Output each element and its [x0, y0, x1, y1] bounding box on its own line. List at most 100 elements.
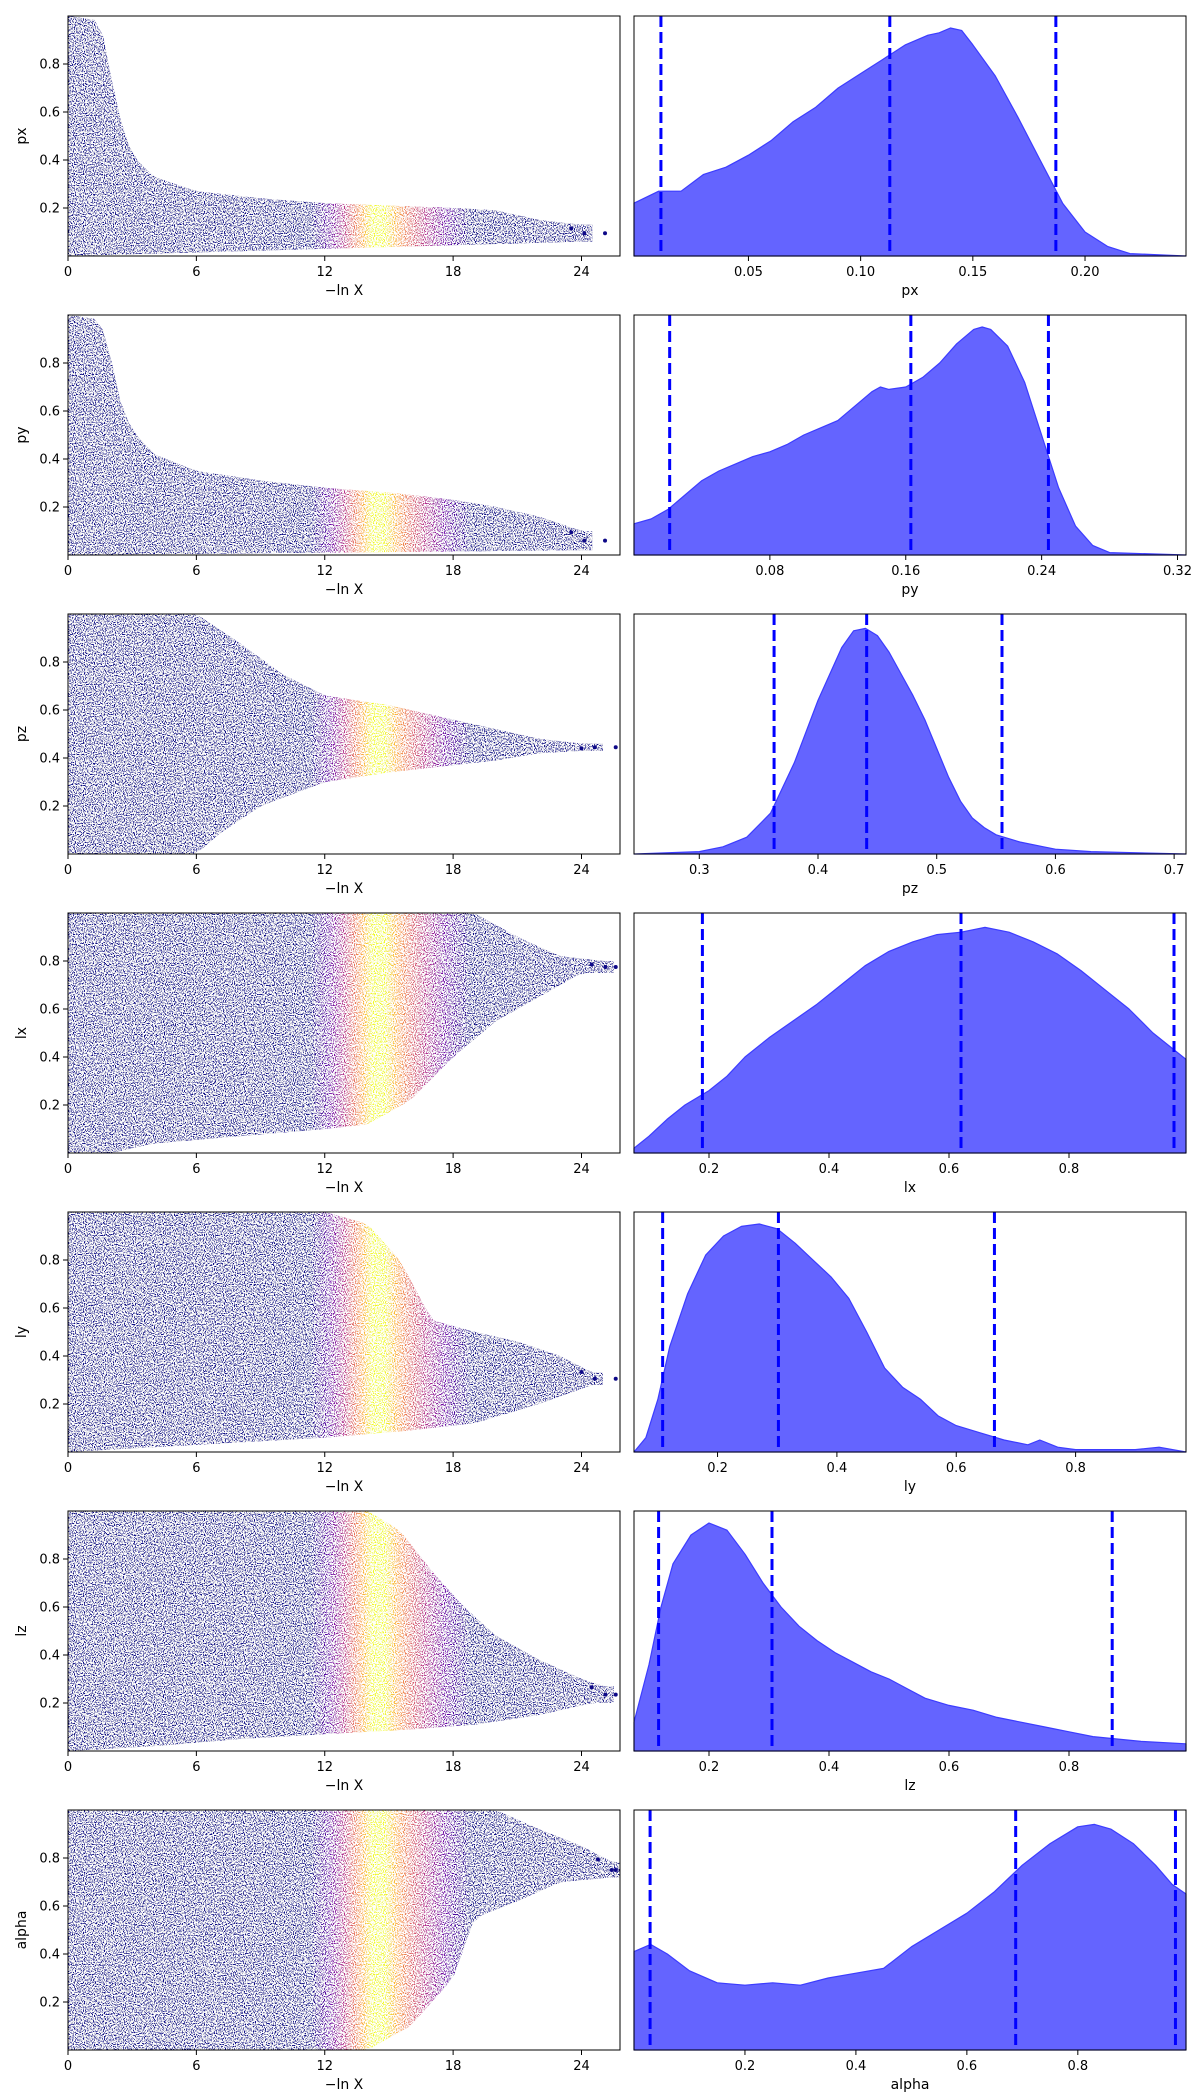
x-tick-label: 0 — [64, 1760, 72, 1775]
posterior-density — [633, 1223, 1187, 1453]
posterior-density — [633, 326, 1187, 556]
y-tick-label: 0.4 — [39, 1350, 60, 1365]
x-tick-label: 0.6 — [939, 1760, 960, 1775]
x-tick-label: 0 — [64, 265, 72, 280]
x-tick-label: 0 — [64, 863, 72, 878]
posterior-density — [633, 627, 1187, 855]
trace-point — [595, 1857, 600, 1862]
trace-point — [592, 745, 597, 750]
x-tick-label: 12 — [316, 2059, 333, 2074]
x-tick-label: 0.6 — [946, 1461, 967, 1476]
trace-panel-alpha: 0 6 12 18 24 0.2 0.4 0.6 0.8 alpha −ln X — [14, 1809, 621, 2093]
trace-point — [603, 231, 608, 236]
row-lz: 0 6 12 18 24 0.2 0.4 0.6 0.8 lz −ln X 0.2 0.4 0.6 0.8 l… — [14, 1510, 1187, 1794]
posterior-panel-lx: 0.2 0.4 0.6 0.8 lx — [633, 912, 1187, 1196]
y-axis-label: py — [14, 426, 30, 443]
y-tick-label: 0.6 — [39, 1601, 60, 1616]
x-axis-label: −ln X — [325, 881, 364, 897]
x-axis-label: pz — [902, 881, 918, 897]
trace-scatter-cloud — [68, 1212, 603, 1452]
x-axis-label: py — [901, 582, 918, 598]
row-ly: 0 6 12 18 24 0.2 0.4 0.6 0.8 ly −ln X 0.2 0.4 0.6 0.8 l… — [14, 1211, 1187, 1495]
row-pz: 0 6 12 18 240.20.40.60.8pz−ln X0.3 0.4 0.5 0.6 0… — [14, 613, 1187, 897]
x-tick-label: 0 — [64, 2059, 72, 2074]
y-tick-label: 0.8 — [39, 1553, 60, 1568]
y-tick-label: 0.2 — [39, 501, 60, 516]
x-tick-label: 18 — [445, 1760, 462, 1775]
axes-frame — [67, 1211, 621, 1453]
posterior-density — [633, 27, 1187, 257]
y-tick-label: 0.4 — [39, 453, 60, 468]
y-tick-label: 0.2 — [39, 1099, 60, 1114]
trace-point — [613, 1376, 618, 1381]
y-tick-label: 0.2 — [39, 1697, 60, 1712]
y-tick-label: 0.4 — [39, 1948, 60, 1963]
x-tick-label: 0 — [64, 1461, 72, 1476]
x-tick-label: 0.7 — [1164, 863, 1185, 878]
y-tick-label: 0.2 — [39, 1398, 60, 1413]
y-axis-label: alpha — [14, 1911, 30, 1950]
y-tick-label: 0.6 — [39, 405, 60, 420]
x-tick-label: 12 — [316, 265, 333, 280]
y-tick-label: 0.6 — [39, 1302, 60, 1317]
x-tick-label: 0.6 — [939, 1162, 960, 1177]
x-tick-label: 0.24 — [1027, 564, 1056, 579]
axes-frame — [67, 912, 621, 1154]
trace-point — [579, 1370, 584, 1374]
posterior-panel-px: 0.05 0.10 0.15 0.20 px — [633, 15, 1187, 299]
x-tick-label: 24 — [573, 2059, 590, 2074]
trace-panel-lz: 0 6 12 18 24 0.2 0.4 0.6 0.8 lz −ln X — [14, 1510, 621, 1794]
y-tick-label: 0.6 — [39, 106, 60, 121]
x-axis-label: alpha — [891, 2077, 930, 2093]
x-tick-label: 0.10 — [846, 265, 875, 280]
y-axis-label: lx — [14, 1027, 30, 1039]
x-axis-label: ly — [904, 1479, 916, 1495]
trace-point — [613, 1692, 618, 1697]
y-tick-label: 0.8 — [39, 1254, 60, 1269]
x-tick-label: 24 — [573, 863, 590, 878]
y-tick-label: 0.4 — [39, 154, 60, 169]
posterior-panel-lz: 0.2 0.4 0.6 0.8 lz — [633, 1510, 1187, 1794]
x-tick-label: 6 — [192, 2059, 200, 2074]
x-tick-label: 24 — [573, 1461, 590, 1476]
x-tick-label: 18 — [445, 564, 462, 579]
x-tick-label: 12 — [316, 1162, 333, 1177]
axes-frame — [633, 15, 1187, 257]
y-tick-label: 0.6 — [39, 1003, 60, 1018]
axes-frame — [67, 1809, 621, 2051]
trace-point — [603, 538, 608, 543]
x-tick-label: 12 — [316, 564, 333, 579]
x-tick-label: 0.8 — [1065, 1461, 1086, 1476]
trace-point — [613, 1868, 618, 1872]
x-tick-label: 0.15 — [958, 265, 987, 280]
axes-frame — [67, 314, 621, 556]
x-tick-label: 0.20 — [1071, 265, 1100, 280]
x-tick-label: 0.3 — [689, 863, 710, 878]
y-axis-label: ly — [14, 1326, 30, 1338]
axes-frame — [633, 1211, 1187, 1453]
trace-point — [603, 1692, 608, 1697]
x-tick-label: 6 — [192, 1461, 200, 1476]
trace-point — [582, 538, 587, 543]
panels: 0 6 12 18 240.20.40.60.8px−ln X0.05 0.10 0.15 0… — [14, 15, 1192, 2093]
y-tick-label: 0.4 — [39, 1649, 60, 1664]
x-axis-label: lx — [904, 1180, 916, 1196]
x-tick-label: 0.6 — [1045, 863, 1066, 878]
y-tick-label: 0.2 — [39, 202, 60, 217]
x-axis-label: −ln X — [325, 1180, 364, 1196]
posterior-density — [633, 1823, 1187, 2051]
trace-point — [589, 962, 594, 967]
x-tick-label: 0.32 — [1163, 564, 1192, 579]
y-tick-label: 0.4 — [39, 752, 60, 767]
y-tick-label: 0.2 — [39, 1996, 60, 2011]
posterior-density — [633, 926, 1187, 1154]
x-tick-label: 0.4 — [819, 1760, 840, 1775]
x-tick-label: 24 — [573, 564, 590, 579]
x-tick-label: 0.08 — [755, 564, 784, 579]
y-tick-label: 0.2 — [39, 800, 60, 815]
axes-frame — [633, 613, 1187, 855]
x-tick-label: 24 — [573, 265, 590, 280]
posterior-density — [633, 1522, 1187, 1752]
x-axis-label: −ln X — [325, 283, 364, 299]
row-lx: 0 6 12 18 24 0.2 0.4 0.6 0.8 lx −ln X 0.2 0.4 0.6 0.8 l… — [14, 912, 1187, 1196]
